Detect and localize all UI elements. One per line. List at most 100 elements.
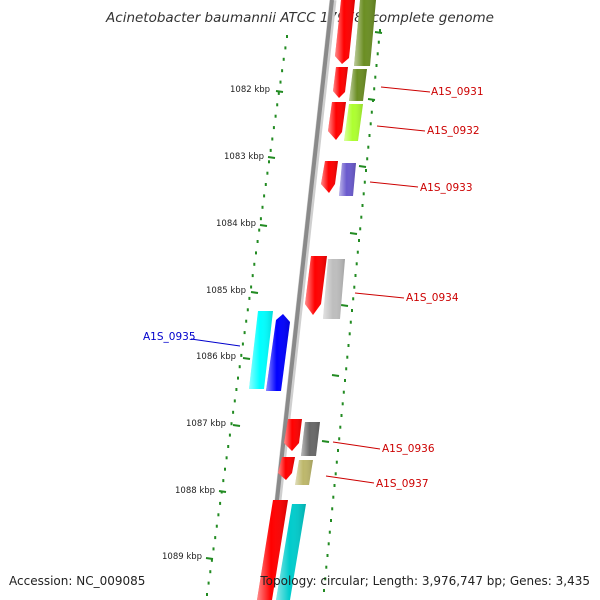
track-dot — [248, 296, 251, 300]
track-dot — [250, 285, 253, 289]
scale-tick — [267, 156, 276, 159]
accession-label: Accession: NC_009085 — [9, 574, 146, 588]
track-dot — [367, 145, 370, 149]
gene-label[interactable]: A1S_0935 — [143, 331, 196, 343]
gene-feature[interactable]: A1S_0933 — [321, 161, 473, 196]
track-dot — [366, 157, 369, 161]
track-dot — [332, 495, 335, 499]
track-dot — [240, 353, 243, 357]
track-dot — [212, 547, 215, 551]
track-dot — [349, 320, 352, 324]
gene-label[interactable]: A1S_0931 — [431, 86, 484, 98]
track-dot — [363, 180, 366, 184]
track-dot — [232, 410, 235, 414]
track-dot — [339, 425, 342, 429]
gene-label[interactable]: A1S_0936 — [382, 443, 435, 455]
track-dot — [337, 449, 339, 452]
track-dot — [277, 91, 280, 95]
track-dot — [225, 456, 228, 460]
gene-feature[interactable]: A1S_0932 — [328, 102, 480, 141]
cog-block-shine — [354, 0, 376, 66]
gene-label-leader — [354, 292, 405, 299]
track-dot — [258, 228, 261, 232]
gene-feature[interactable]: A1S_0937 — [278, 457, 429, 490]
track-dot — [323, 589, 325, 592]
gene-label-leader — [376, 125, 426, 132]
track-dot — [266, 171, 269, 175]
track-dot — [359, 227, 362, 231]
track-dot — [263, 194, 266, 198]
cds-arrow-shine — [333, 67, 348, 98]
scale-tick — [250, 291, 259, 294]
gene-feature[interactable] — [257, 500, 306, 600]
track-dot — [348, 332, 351, 336]
cds-arrow-shine — [335, 0, 355, 64]
gene-label[interactable]: A1S_0934 — [406, 292, 459, 304]
track-dot — [338, 437, 341, 441]
track-dot — [341, 402, 344, 406]
cds-arrow-shine — [321, 161, 338, 193]
track-dot — [346, 355, 349, 359]
track-dot — [354, 274, 357, 277]
track-dot — [253, 262, 256, 266]
gene-feature[interactable]: A1S_0936 — [284, 419, 435, 456]
track-dot — [375, 64, 378, 67]
track-dot — [356, 250, 359, 254]
scale-tick — [218, 490, 227, 493]
track-dot — [279, 80, 282, 84]
track-dot — [342, 390, 345, 394]
scale-tick — [275, 90, 284, 93]
track-dot — [377, 40, 380, 44]
scale-tick — [205, 557, 214, 560]
track-dot — [325, 565, 328, 569]
track-dot — [326, 554, 329, 557]
track-dot — [360, 215, 363, 219]
track-dot — [261, 205, 264, 209]
track-dot — [361, 204, 364, 207]
track-dot — [251, 274, 254, 278]
cog-block-shine — [349, 69, 367, 101]
scale-tick-label: 1087 kbp — [186, 419, 226, 429]
gene-label[interactable]: A1S_0933 — [420, 182, 473, 194]
track-tick — [367, 98, 376, 101]
track-dot — [217, 513, 220, 517]
scale-tick — [242, 357, 251, 360]
gene-feature[interactable]: A1S_0935 — [143, 311, 290, 391]
track-dot — [373, 87, 376, 91]
track-dot — [237, 376, 239, 380]
track-dot — [238, 365, 241, 369]
cds-arrow-shine — [328, 102, 346, 140]
scale-tick-label: 1085 kbp — [206, 286, 246, 296]
gene-feature[interactable]: A1S_0931 — [333, 67, 484, 101]
track-tick — [331, 374, 340, 377]
track-dot — [215, 524, 218, 528]
cog-block-shine — [295, 460, 313, 485]
track-dot — [207, 581, 210, 585]
scale-track — [206, 35, 288, 596]
gene-label-leader — [325, 475, 375, 484]
track-dot — [219, 501, 222, 505]
track-dot — [209, 570, 212, 574]
scale-tick — [232, 424, 241, 427]
track-dot — [352, 297, 355, 301]
track-dot — [271, 137, 274, 141]
track-dot — [286, 35, 288, 38]
gene-label[interactable]: A1S_0937 — [376, 478, 429, 490]
track-dot — [379, 29, 381, 32]
gene-features: A1S_0931 A1S_0932 A1S_0933 A1S_0 — [143, 0, 484, 600]
cds-arrow-shine — [305, 256, 327, 315]
gene-label-leader — [332, 441, 381, 450]
cds-arrow-shine — [284, 419, 302, 451]
track-dot — [245, 319, 248, 323]
gene-feature[interactable] — [335, 0, 376, 66]
track-dot — [276, 103, 279, 107]
track-dot — [284, 46, 287, 50]
track-dot — [368, 134, 371, 137]
gene-label[interactable]: A1S_0932 — [427, 125, 480, 137]
genome-title: Acinetobacter baumannii ATCC 17978, comp… — [106, 10, 494, 26]
track-tick — [340, 304, 349, 307]
gene-feature[interactable]: A1S_0934 — [305, 256, 459, 319]
track-dot — [376, 52, 379, 56]
track-tick — [358, 165, 367, 168]
